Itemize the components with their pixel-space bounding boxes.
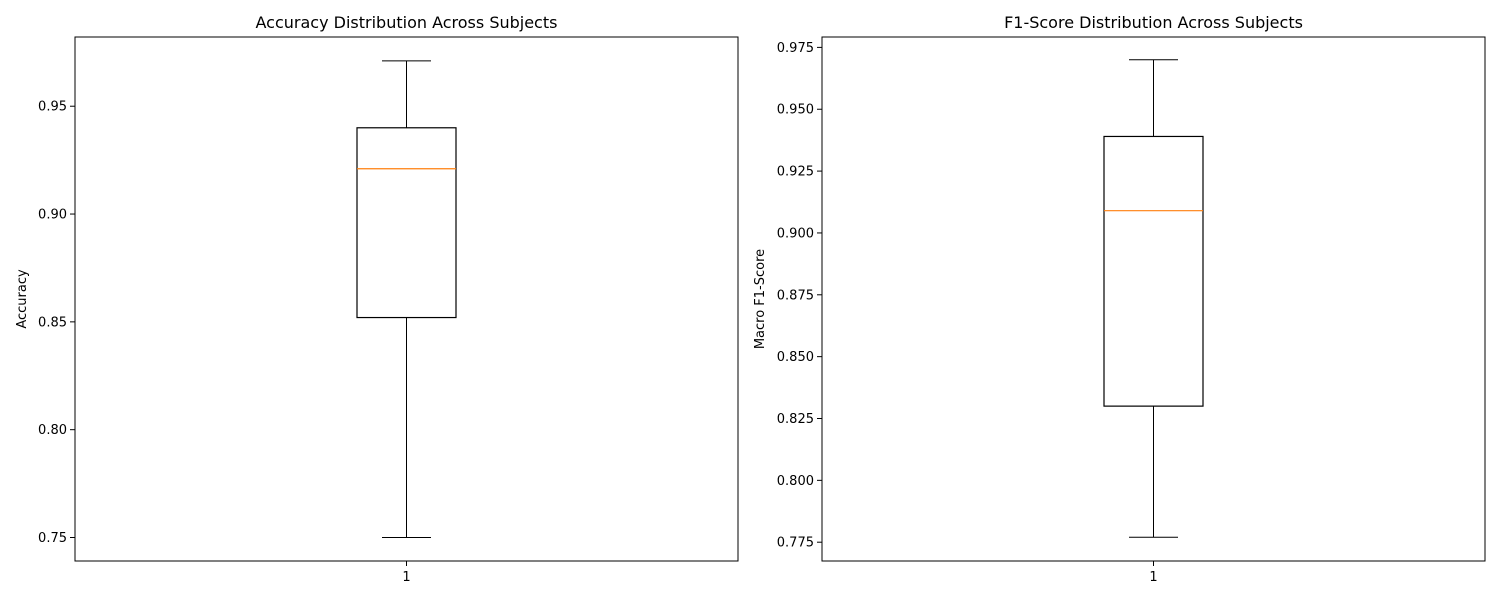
- f1-score-y-axis-label: Macro F1-Score: [753, 249, 768, 349]
- f1-score-y-tick-label: 0.825: [777, 412, 814, 427]
- accuracy-y-axis-label: Accuracy: [15, 269, 30, 329]
- accuracy-y-tick-label: 0.95: [38, 100, 67, 115]
- f1-score-y-tick-label: 0.950: [777, 103, 814, 118]
- accuracy-plot-frame: [74, 36, 739, 562]
- f1-score-y-tick-label: 0.900: [777, 226, 814, 241]
- f1-score-y-ticks: 0.775 0.800 0.825 0.850 0.875 0.900 0.925 0.950…: [777, 41, 822, 551]
- f1-score-iqr-box: [1103, 135, 1204, 407]
- accuracy-chart-title: Accuracy Distribution Across Subjects: [256, 13, 558, 32]
- accuracy-y-tick-label: 0.75: [38, 531, 67, 546]
- f1-score-y-tick-label: 0.850: [777, 350, 814, 365]
- f1-score-chart: F1-Score Distribution Across Subjects Ma…: [753, 13, 1486, 585]
- accuracy-boxplot: [356, 60, 457, 538]
- f1-score-plot-frame: [821, 36, 1486, 562]
- f1-score-y-tick-label: 0.800: [777, 474, 814, 489]
- accuracy-y-tick-label: 0.80: [38, 423, 67, 438]
- accuracy-chart: Accuracy Distribution Across Subjects Ac…: [15, 13, 739, 585]
- accuracy-x-tick-label: 1: [402, 570, 410, 585]
- f1-score-boxplot: [1103, 59, 1204, 538]
- f1-score-chart-title: F1-Score Distribution Across Subjects: [1004, 13, 1303, 32]
- accuracy-y-tick-label: 0.90: [38, 208, 67, 223]
- f1-score-y-tick-label: 0.925: [777, 165, 814, 180]
- accuracy-iqr-box: [356, 127, 457, 319]
- accuracy-y-ticks: 0.75 0.80 0.85 0.90 0.95: [38, 100, 75, 546]
- f1-score-y-tick-label: 0.775: [777, 536, 814, 551]
- accuracy-y-tick-label: 0.85: [38, 315, 67, 330]
- f1-score-x-tick-label: 1: [1149, 570, 1157, 585]
- accuracy-x-ticks: 1: [402, 561, 411, 585]
- f1-score-y-tick-label: 0.875: [777, 288, 814, 303]
- f1-score-x-ticks: 1: [1149, 561, 1158, 585]
- f1-score-y-tick-label: 0.975: [777, 41, 814, 56]
